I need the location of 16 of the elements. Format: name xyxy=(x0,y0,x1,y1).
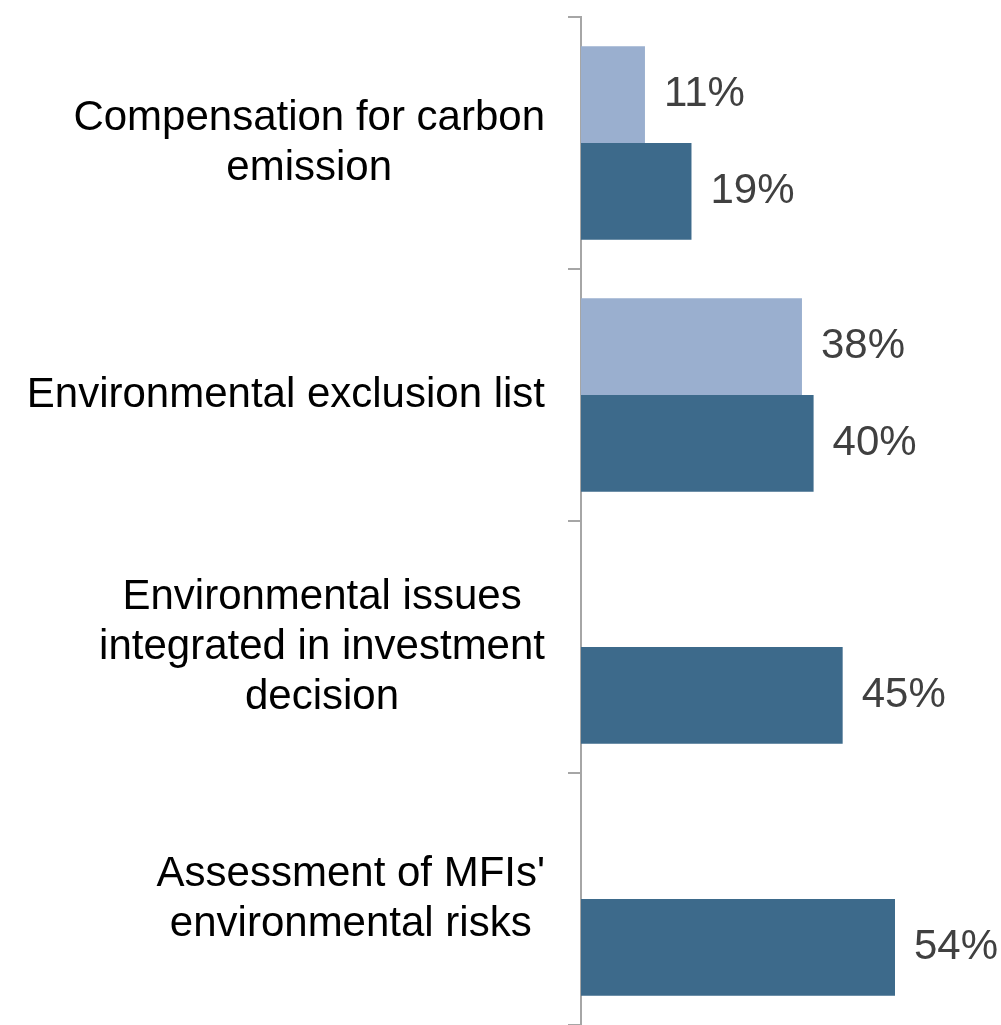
bar xyxy=(581,899,895,996)
bar xyxy=(581,143,692,240)
y-tick-label: Environmental issues integrated in investment decision xyxy=(99,570,546,718)
y-tick-label: Compensation for carbon emission xyxy=(73,91,546,189)
bar xyxy=(581,647,843,744)
y-tick-label: Assessment of MFIs' environmental risks xyxy=(156,847,546,945)
data-label: 54% xyxy=(914,920,999,968)
bar xyxy=(581,395,814,492)
data-label: 45% xyxy=(861,668,946,716)
bar xyxy=(581,298,802,395)
data-label: 38% xyxy=(820,320,906,368)
data-label: 19% xyxy=(710,164,795,212)
data-label: 11% xyxy=(663,68,745,116)
data-label: 40% xyxy=(832,416,917,464)
bar xyxy=(581,46,645,143)
y-tick-label: Environmental exclusion list xyxy=(26,368,546,416)
